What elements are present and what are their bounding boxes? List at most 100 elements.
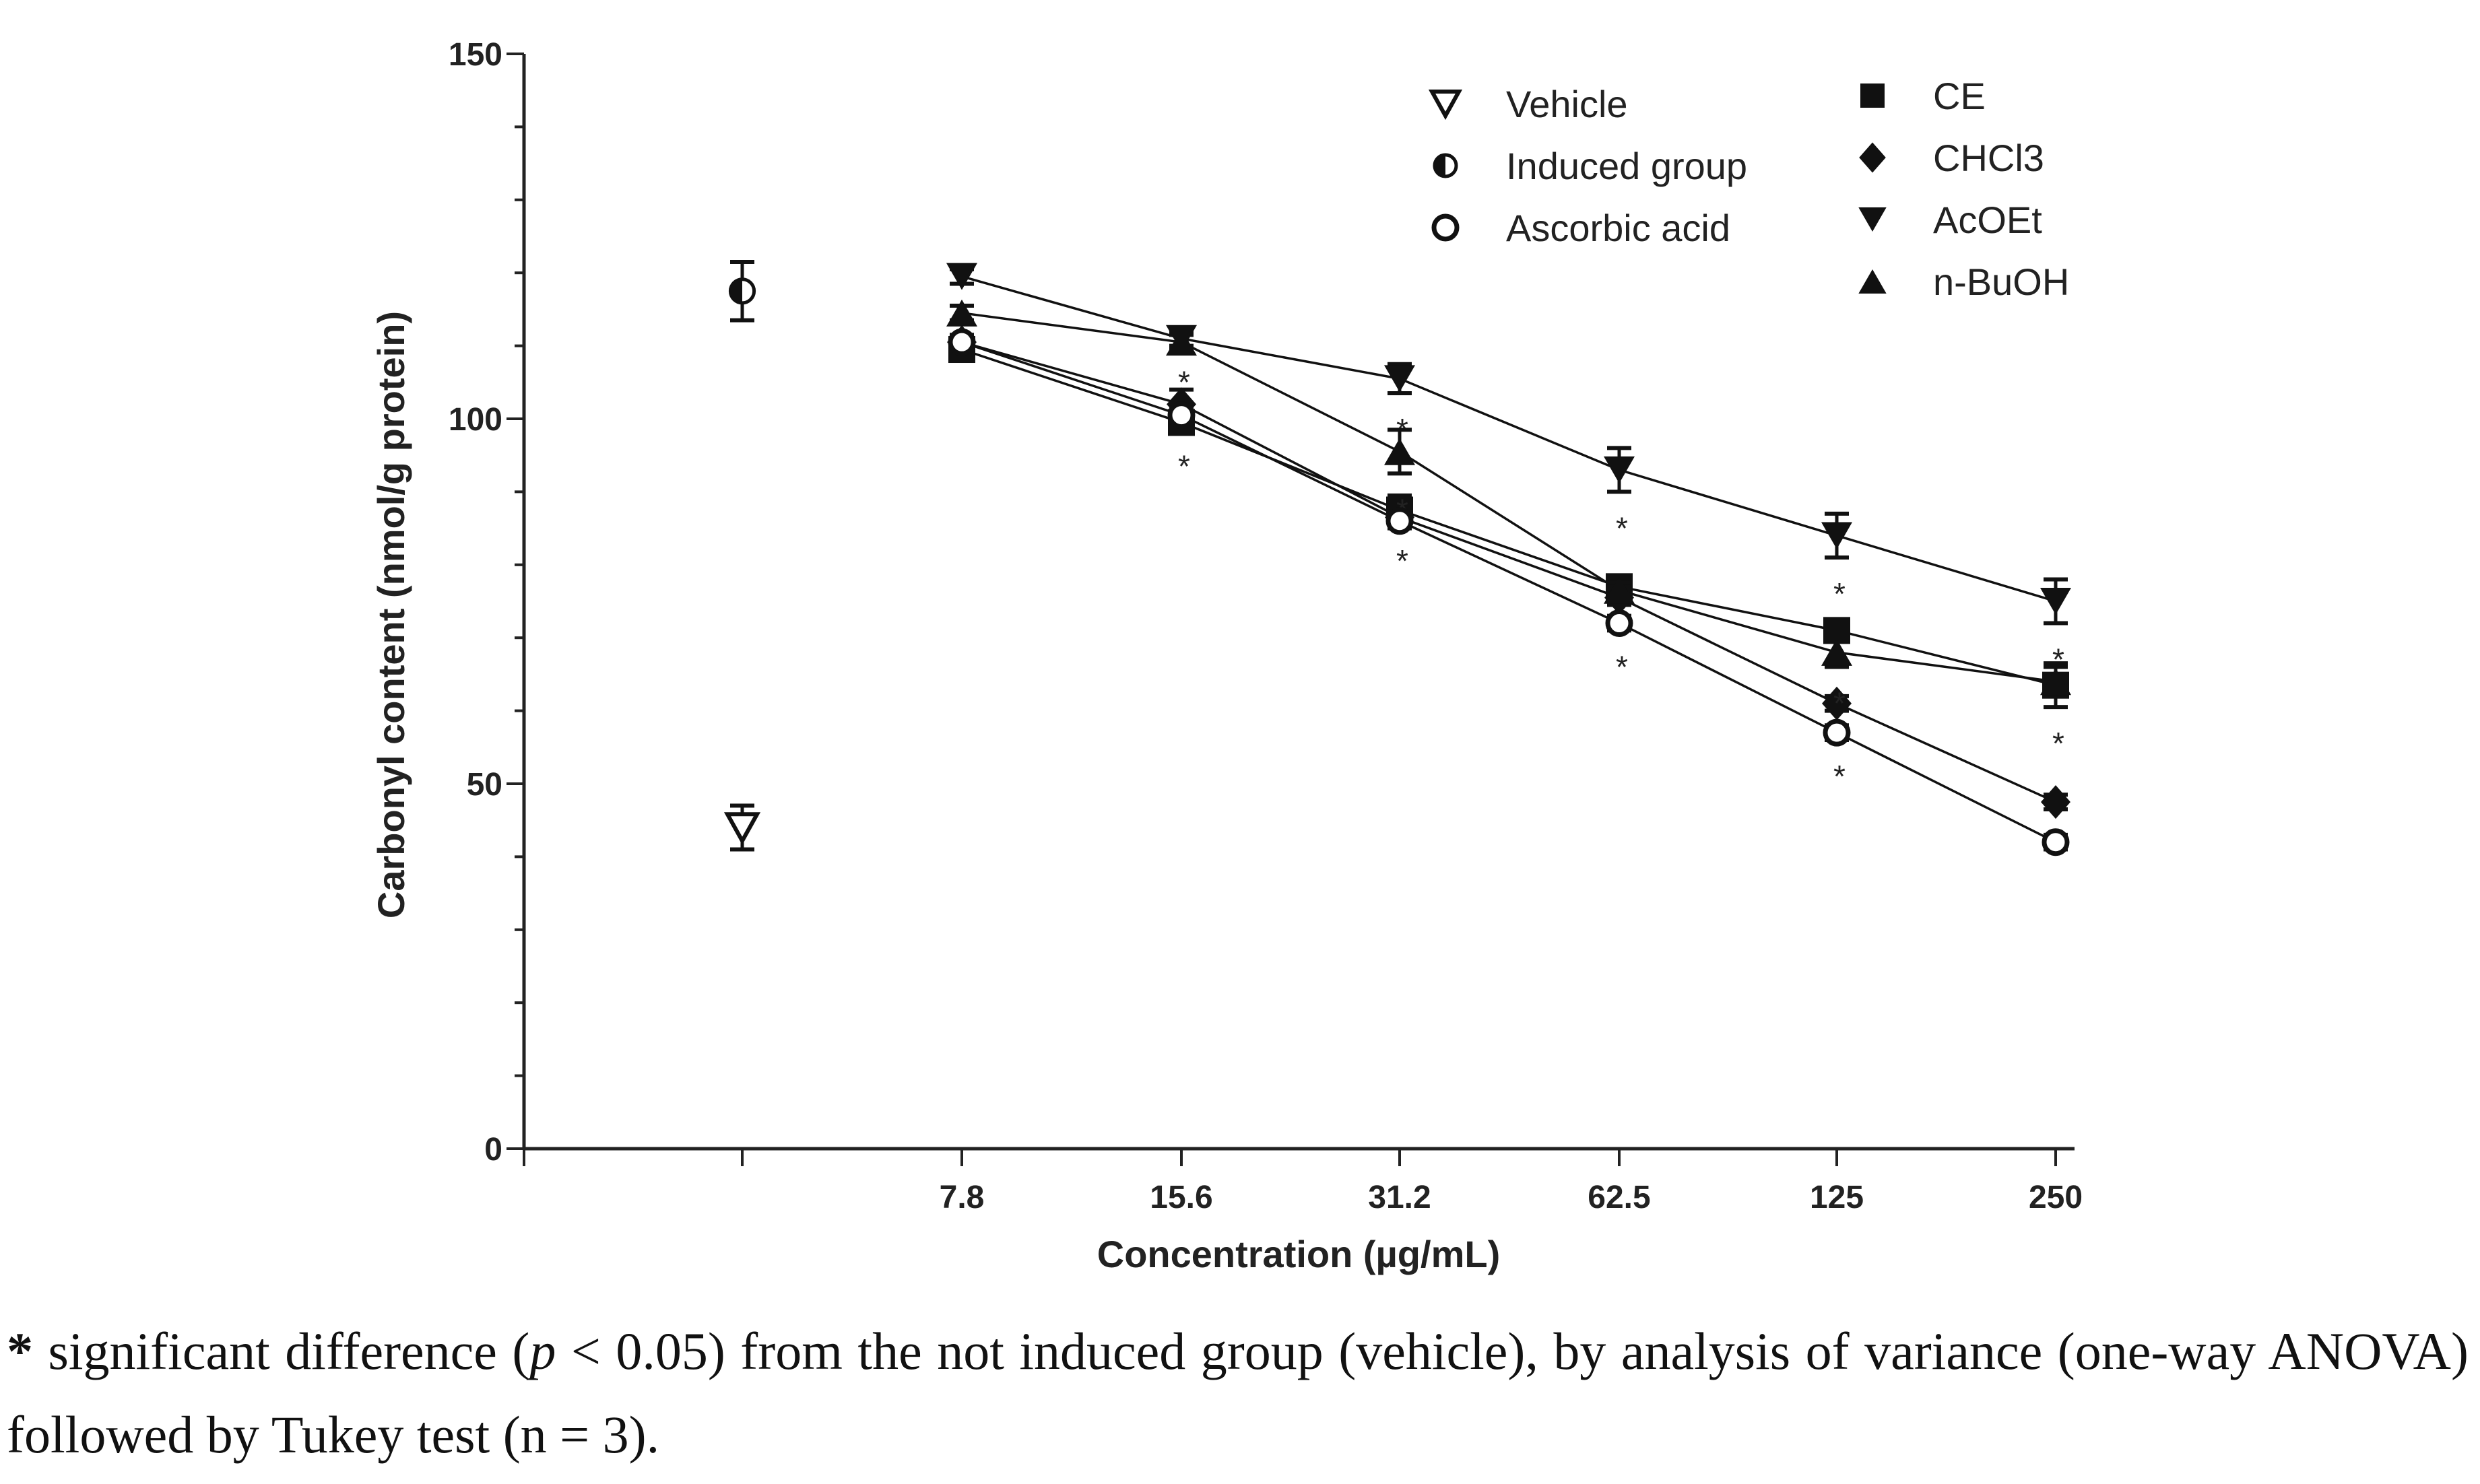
significance-star: * xyxy=(1616,649,1628,684)
significance-star: * xyxy=(1833,686,1846,721)
legend-item: Vehicle xyxy=(1428,83,1628,125)
caption-text-1: significant difference ( xyxy=(33,1322,530,1380)
legend: Vehicle Induced group Ascorbic acid CE CHCl3… xyxy=(1428,75,2069,303)
significance-star: * xyxy=(1833,759,1846,794)
data-point xyxy=(2041,785,2070,819)
series-layer: ************ xyxy=(723,259,2071,856)
marker-triangle-down xyxy=(1858,207,1887,232)
marker-triangle-down-open xyxy=(723,812,761,846)
caption-text-2: < 0.05) from the not induced group (vehi… xyxy=(7,1322,2469,1464)
x-tick-label: 125 xyxy=(1810,1180,1864,1215)
caption-star: * xyxy=(7,1322,33,1380)
data-point xyxy=(946,299,977,327)
marker-circle-open xyxy=(1823,718,1851,747)
data-point xyxy=(1821,522,1852,549)
significance-star: * xyxy=(1178,448,1190,483)
x-tick-label: 31.2 xyxy=(1368,1180,1431,1215)
y-tick-label: 100 xyxy=(449,402,502,438)
significance-star: * xyxy=(1178,365,1190,400)
control-point xyxy=(728,277,756,305)
y-tick-label: 0 xyxy=(484,1132,502,1168)
marker-diamond xyxy=(1859,142,1886,173)
marker-triangle-up xyxy=(1166,329,1197,356)
x-tick-label: 7.8 xyxy=(940,1180,985,1215)
control-point xyxy=(723,812,761,846)
significance-star: * xyxy=(1833,576,1846,611)
y-axis-title: Carbonyl content (nmol/g protein) xyxy=(370,311,412,918)
marker-circle-open xyxy=(1605,609,1633,638)
marker-circle-open xyxy=(1385,507,1414,535)
data-point xyxy=(1821,638,1852,666)
y-tick-label: 150 xyxy=(449,37,502,73)
data-point xyxy=(1167,401,1196,430)
x-axis-title: Concentration (µg/mL) xyxy=(1097,1233,1500,1275)
x-tick-label: 15.6 xyxy=(1150,1180,1212,1215)
legend-item: CHCl3 xyxy=(1859,137,2044,179)
data-point xyxy=(1822,686,1852,720)
legend-marker xyxy=(1860,83,1885,108)
chart-figure: 0 50 100 150 7.8 15.6 31.2 62.5 125 250 Concentrat… xyxy=(370,37,2083,1275)
marker-triangle-down-open xyxy=(1428,90,1463,121)
legend-label: AcOEt xyxy=(1933,199,2042,241)
series-acoet: * * * * * xyxy=(946,263,2071,677)
data-point xyxy=(1605,609,1633,638)
significance-star: * xyxy=(1396,543,1408,578)
significance-star: * xyxy=(1616,510,1628,545)
marker-triangle-up xyxy=(946,299,977,327)
marker-circle-open xyxy=(948,328,976,356)
marker-circle-open xyxy=(1167,401,1196,430)
marker-circle-half-fill xyxy=(1435,155,1445,176)
data-point xyxy=(1384,365,1415,393)
data-point xyxy=(2040,668,2071,696)
data-point xyxy=(1823,718,1851,747)
legend-item: AcOEt xyxy=(1858,199,2042,241)
marker-triangle-up xyxy=(2040,668,2071,696)
marker-triangle-down xyxy=(1821,522,1852,549)
marker-circle-half-fill xyxy=(730,279,742,303)
series-line-ascorbic-acid xyxy=(961,341,2056,844)
series-n-buoh: ** xyxy=(946,299,2071,721)
marker-triangle-down xyxy=(2040,588,2071,615)
marker-triangle-down xyxy=(946,263,977,290)
series-line-acoet xyxy=(961,275,2056,603)
data-point xyxy=(2042,828,2070,856)
data-point xyxy=(2040,588,2071,615)
series-ascorbic-acid: ** xyxy=(948,328,2070,856)
marker-diamond xyxy=(1822,686,1852,720)
legend-item: Ascorbic acid xyxy=(1431,207,1730,249)
legend-marker xyxy=(1859,142,1886,173)
series-line-chcl3 xyxy=(961,341,2056,803)
data-point xyxy=(1384,438,1415,465)
marker-triangle-up xyxy=(1604,576,1635,604)
legend-marker xyxy=(1431,213,1460,242)
marker-triangle-up xyxy=(1384,438,1415,465)
control-vehicle xyxy=(723,803,761,852)
series-line-n-buoh xyxy=(961,312,2056,683)
chart-svg: 0 50 100 150 7.8 15.6 31.2 62.5 125 250 Concentrat… xyxy=(370,37,2083,1275)
y-tick-label: 50 xyxy=(467,767,502,803)
x-tick-label: 250 xyxy=(2029,1180,2083,1215)
legend-item: Induced group xyxy=(1433,145,1747,187)
legend-marker xyxy=(1858,207,1887,232)
marker-triangle-up xyxy=(1858,269,1887,294)
marker-circle-open xyxy=(2042,828,2070,856)
marker-triangle-up xyxy=(1821,638,1852,666)
data-point xyxy=(1604,456,1635,483)
x-tick-label: 62.5 xyxy=(1588,1180,1650,1215)
legend-marker xyxy=(1433,153,1458,178)
legend-label: Induced group xyxy=(1506,145,1747,187)
legend-label: Ascorbic acid xyxy=(1506,207,1730,249)
data-point xyxy=(948,328,976,356)
legend-label: n-BuOH xyxy=(1933,261,2069,303)
data-point xyxy=(946,263,977,290)
legend-label: CHCl3 xyxy=(1933,137,2044,179)
control-induced-group xyxy=(728,259,756,323)
marker-square xyxy=(1860,83,1885,108)
marker-triangle-down xyxy=(1604,456,1635,483)
significance-star: * xyxy=(2052,726,2064,761)
data-point xyxy=(1604,576,1635,604)
legend-item: CE xyxy=(1860,75,1986,117)
series-line-ce xyxy=(961,348,2056,687)
legend-item: n-BuOH xyxy=(1858,261,2069,303)
caption-p-variable: p xyxy=(529,1322,556,1380)
